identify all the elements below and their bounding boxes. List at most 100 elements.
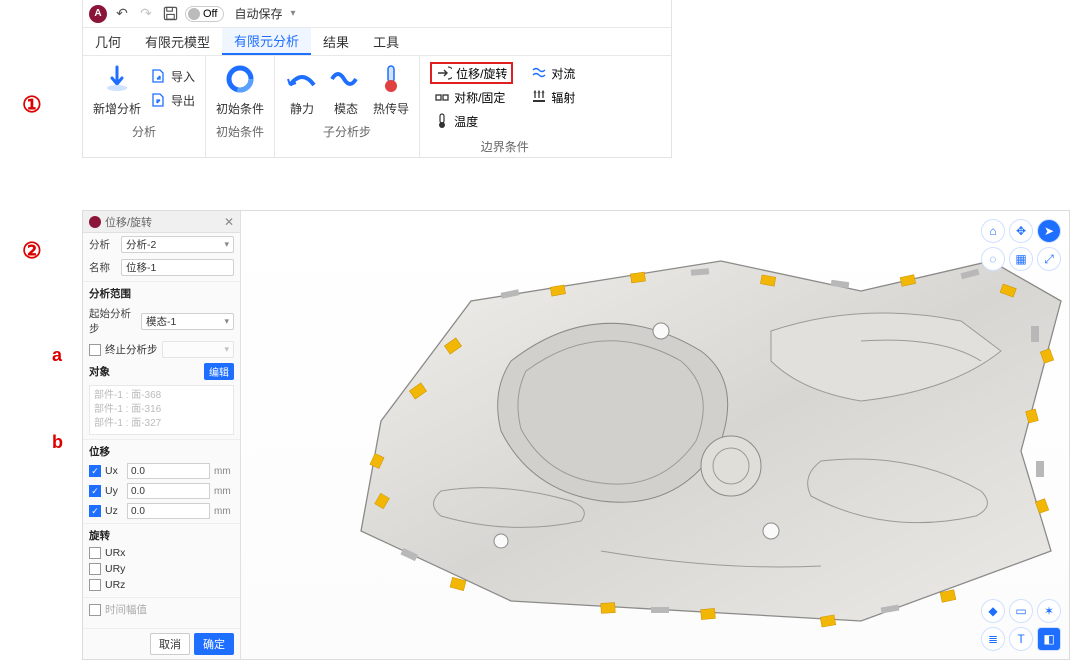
cancel-button[interactable]: 取消 (150, 633, 190, 655)
time-domain-checkbox[interactable] (89, 604, 101, 616)
import-button[interactable]: 导入 (151, 66, 195, 86)
initial-condition-button[interactable]: 初始条件 (216, 62, 264, 117)
panel-logo-icon (89, 216, 101, 228)
time-domain-label: 时间幅值 (105, 602, 147, 617)
export-icon (151, 92, 167, 108)
end-step-select[interactable]: ▾ (162, 341, 235, 358)
ribbon-tabs: 几何 有限元模型 有限元分析 结果 工具 (83, 28, 671, 56)
undo-icon[interactable]: ↶ (113, 5, 131, 23)
vp-layers-icon[interactable]: ≣ (981, 627, 1005, 651)
autosave-toggle[interactable]: Off (185, 6, 224, 22)
target-section-title: 对象 (89, 362, 110, 381)
static-button[interactable]: 静力 (285, 62, 319, 117)
uz-unit: mm (214, 506, 234, 517)
init-step-label: 起始分析步 (89, 306, 137, 336)
ux-checkbox[interactable] (89, 465, 101, 477)
vp-grid-icon[interactable]: ▦ (1009, 247, 1033, 271)
uz-checkbox[interactable] (89, 505, 101, 517)
group-initial-label: 初始条件 (216, 121, 264, 140)
urx-checkbox[interactable] (89, 547, 101, 559)
init-step-select[interactable]: 模态-1▾ (141, 313, 234, 330)
save-icon[interactable] (161, 5, 179, 23)
name-input[interactable]: 位移-1 (121, 259, 234, 276)
export-button[interactable]: 导出 (151, 90, 195, 110)
autosave-caret-icon[interactable]: ▾ (291, 8, 296, 19)
model-render (301, 231, 1069, 631)
target-object-list[interactable]: 部件-1 : 面-368 部件-1 : 面-316 部件-1 : 面-327 (89, 385, 234, 435)
panel-title: 位移/旋转 (105, 214, 152, 230)
vp-viewcube-icon[interactable]: ◧ (1037, 627, 1061, 651)
radiation-icon (531, 89, 547, 105)
properties-panel: 位移/旋转 ✕ 分析 分析-2▾ 名称 位移-1 分析范围 起始分析步 模态-1… (83, 211, 241, 659)
analysis-field-label: 分析 (89, 237, 117, 252)
autosave-label: 自动保存 (234, 5, 282, 22)
lower-area: 位移/旋转 ✕ 分析 分析-2▾ 名称 位移-1 分析范围 起始分析步 模态-1… (82, 210, 1070, 660)
vp-text-icon[interactable]: T (1009, 627, 1033, 651)
bc-symmetry-fix[interactable]: 对称/固定 (430, 86, 513, 108)
ury-label: URy (105, 563, 125, 575)
disp-section-title: 位移 (83, 439, 240, 461)
uz-input[interactable]: 0.0 (127, 503, 210, 519)
uy-checkbox[interactable] (89, 485, 101, 497)
modal-button[interactable]: 模态 (329, 62, 363, 117)
tab-fem-analysis[interactable]: 有限元分析 (222, 28, 311, 55)
group-substep-label: 子分析步 (323, 121, 371, 140)
disp-rot-icon (436, 65, 452, 81)
ury-checkbox[interactable] (89, 563, 101, 575)
vp-expand-icon[interactable]: ✥ (1009, 219, 1033, 243)
end-step-checkbox[interactable] (89, 344, 101, 356)
export-label: 导出 (171, 92, 195, 109)
bc-convection-label: 对流 (551, 65, 575, 82)
group-analysis: 新增分析 导入 导出 (83, 56, 206, 157)
bc-temperature-label: 温度 (454, 113, 478, 130)
group-substep: 静力 模态 热传导 子分析步 (275, 56, 420, 157)
bc-displacement-rotation[interactable]: 位移/旋转 (430, 62, 513, 84)
modal-label: 模态 (334, 100, 358, 117)
vp-home-icon[interactable]: ⌂ (981, 219, 1005, 243)
title-bar: A ↶ ↷ Off 自动保存 ▾ (83, 0, 671, 28)
end-step-label: 终止分析步 (105, 342, 158, 357)
vp-cursor-icon[interactable]: ➤ (1037, 219, 1061, 243)
new-analysis-button[interactable]: 新增分析 (93, 62, 141, 117)
tab-geometry[interactable]: 几何 (83, 28, 133, 55)
modal-icon (329, 62, 363, 96)
bc-radiation[interactable]: 辐射 (527, 86, 579, 108)
vp-palette-icon[interactable]: ▭ (1009, 599, 1033, 623)
tab-results[interactable]: 结果 (311, 28, 361, 55)
temperature-icon (434, 113, 450, 129)
list-item: 部件-1 : 面-368 (94, 389, 229, 403)
heat-label: 热传导 (373, 100, 409, 117)
heat-icon (374, 62, 408, 96)
viewport-3d[interactable]: ⌂ ◌ ✥ ▦ ➤ ⤢ ◆ ≣ ▭ T ✶ ◧ (241, 211, 1069, 659)
tab-fem-model[interactable]: 有限元模型 (133, 28, 222, 55)
initial-condition-label: 初始条件 (216, 100, 264, 117)
bc-temperature[interactable]: 温度 (430, 110, 513, 132)
vp-shade-icon[interactable]: ◆ (981, 599, 1005, 623)
ux-input[interactable]: 0.0 (127, 463, 210, 479)
urz-checkbox[interactable] (89, 579, 101, 591)
ux-unit: mm (214, 466, 234, 477)
list-item: 部件-1 : 面-316 (94, 403, 229, 417)
bc-convection[interactable]: 对流 (527, 62, 579, 84)
panel-close-button[interactable]: ✕ (224, 215, 234, 229)
ok-button[interactable]: 确定 (194, 633, 234, 655)
vp-globe-icon[interactable]: ◌ (981, 247, 1005, 271)
edit-target-button[interactable]: 编辑 (204, 363, 234, 380)
ribbon: A ↶ ↷ Off 自动保存 ▾ 几何 有限元模型 有限元分析 结果 工具 新增… (82, 0, 672, 158)
uy-label: Uy (105, 485, 123, 497)
redo-icon[interactable]: ↷ (137, 5, 155, 23)
annotation-a: a (52, 345, 62, 366)
group-initial: 初始条件 初始条件 (206, 56, 275, 157)
bc-disp-rot-label: 位移/旋转 (456, 65, 507, 82)
app-logo: A (89, 5, 107, 23)
vp-star-icon[interactable]: ✶ (1037, 599, 1061, 623)
new-analysis-label: 新增分析 (93, 100, 141, 117)
analysis-select[interactable]: 分析-2▾ (121, 236, 234, 253)
heat-button[interactable]: 热传导 (373, 62, 409, 117)
tab-tools[interactable]: 工具 (361, 28, 411, 55)
group-analysis-label: 分析 (132, 121, 156, 140)
ux-label: Ux (105, 465, 123, 477)
group-boundary: 位移/旋转 对流 对称/固定 辐射 温度 边 (420, 56, 589, 157)
vp-zoom-icon[interactable]: ⤢ (1037, 247, 1061, 271)
uy-input[interactable]: 0.0 (127, 483, 210, 499)
